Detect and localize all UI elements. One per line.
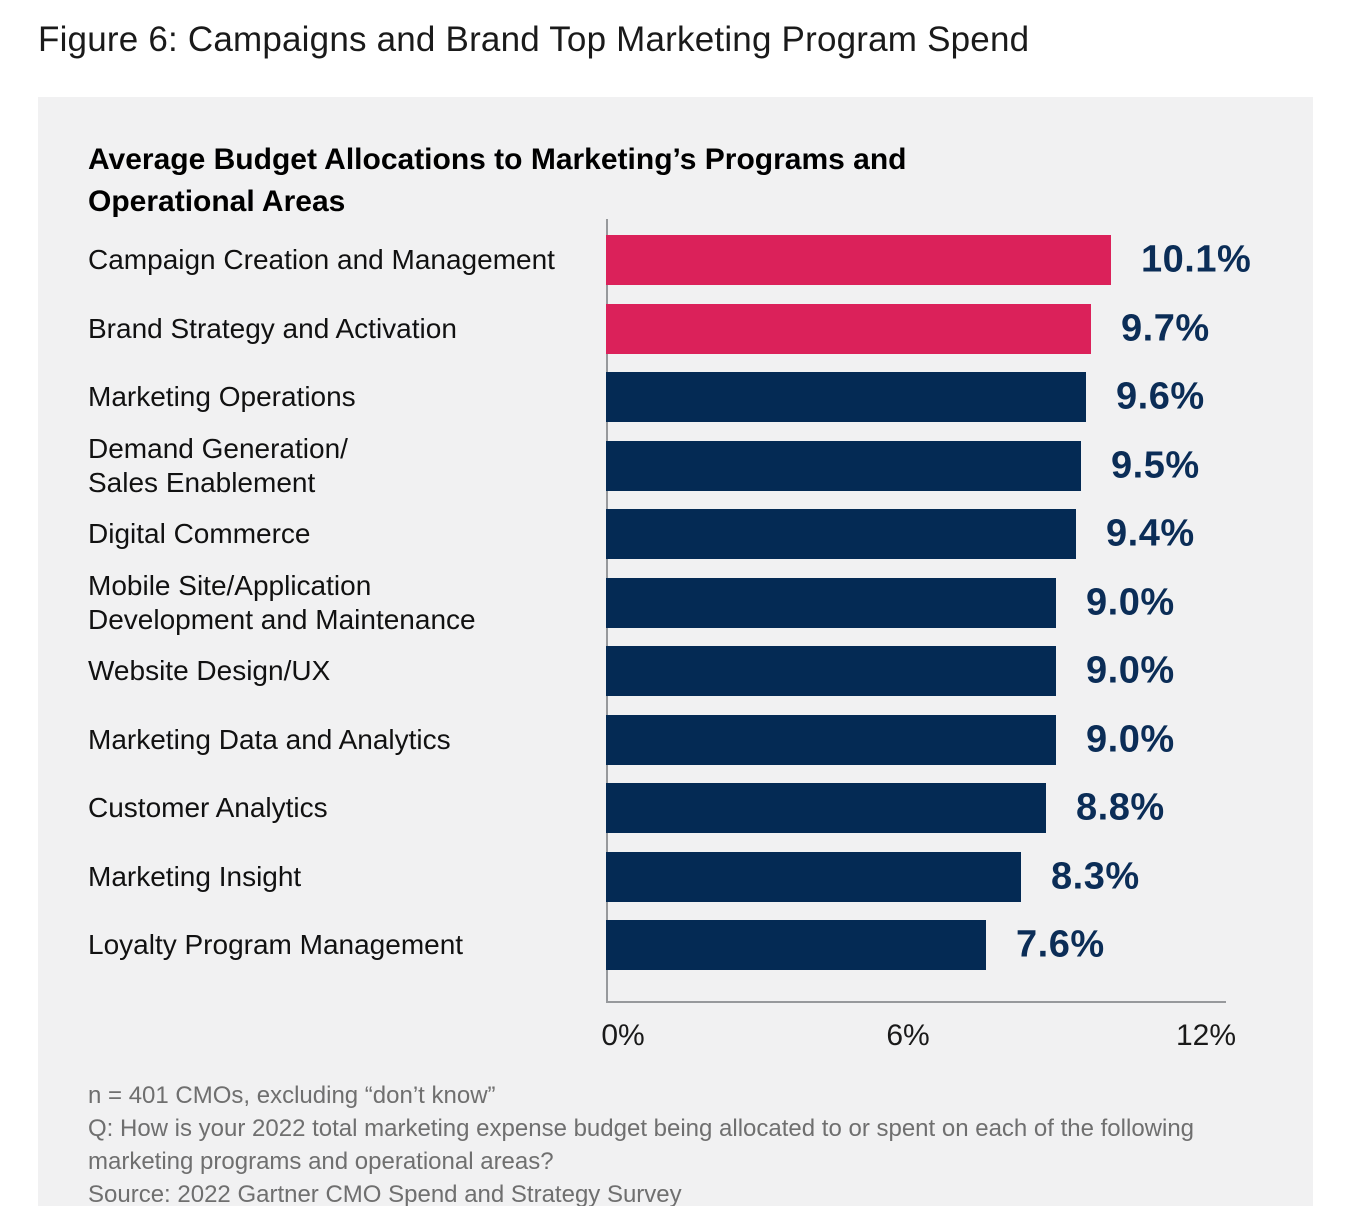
chart-row: Loyalty Program Management 7.6% bbox=[38, 920, 1313, 970]
category-label: Marketing Operations bbox=[88, 381, 356, 412]
chart-row: Marketing Operations 9.6% bbox=[38, 372, 1313, 422]
category-label: Digital Commerce bbox=[88, 518, 311, 549]
chart-row: Brand Strategy and Activation 9.7% bbox=[38, 303, 1313, 354]
chart-row: Marketing Insight 8.3% bbox=[38, 851, 1313, 902]
chart-row: Campaign Creation and Management 10.1% bbox=[38, 235, 1313, 285]
value-label: 9.6% bbox=[1116, 375, 1205, 418]
value-label: 9.0% bbox=[1086, 581, 1175, 623]
bar bbox=[606, 577, 1056, 628]
x-tick-6: 6% bbox=[886, 1019, 930, 1052]
category-label: Loyalty Program Management bbox=[88, 929, 464, 960]
chart-row: Website Design/UX 9.0% bbox=[38, 646, 1313, 696]
x-axis-line bbox=[606, 1001, 1226, 1003]
survey-question: Q: How is your 2022 total marketing expe… bbox=[88, 1115, 1195, 1175]
value-label: 9.0% bbox=[1086, 718, 1175, 760]
source-note: Source: 2022 Gartner CMO Spend and Strat… bbox=[88, 1181, 682, 1206]
bar bbox=[606, 440, 1081, 491]
chart-row: Digital Commerce 9.4% bbox=[38, 509, 1313, 559]
x-tick-0: 0% bbox=[601, 1019, 645, 1052]
bar bbox=[606, 920, 986, 970]
bar bbox=[606, 851, 1021, 902]
chart-panel: Average Budget Allocations to Marketing’… bbox=[38, 97, 1313, 1206]
value-label: 10.1% bbox=[1141, 238, 1252, 281]
category-label: Mobile Site/Application Development and … bbox=[88, 569, 476, 635]
bar bbox=[606, 235, 1111, 285]
category-label: Marketing Data and Analytics bbox=[88, 723, 451, 755]
chart-row: Marketing Data and Analytics 9.0% bbox=[38, 714, 1313, 765]
category-label: Customer Analytics bbox=[88, 792, 328, 823]
figure-title: Figure 6: Campaigns and Brand Top Market… bbox=[38, 20, 1030, 59]
bar bbox=[606, 372, 1086, 422]
chart-row: Demand Generation/ Sales Enablement 9.5% bbox=[38, 433, 1313, 498]
chart-row: Mobile Site/Application Development and … bbox=[38, 570, 1313, 635]
bar bbox=[606, 714, 1056, 765]
x-tick-12: 12% bbox=[1175, 1019, 1237, 1052]
sample-note: n = 401 CMOs, excluding “don’t know” bbox=[88, 1082, 496, 1109]
category-label: Website Design/UX bbox=[88, 655, 331, 686]
value-label: 9.7% bbox=[1121, 307, 1210, 349]
value-label: 9.5% bbox=[1111, 444, 1200, 486]
category-label: Campaign Creation and Management bbox=[88, 244, 555, 275]
category-label: Demand Generation/ Sales Enablement bbox=[88, 432, 348, 498]
value-label: 9.0% bbox=[1086, 649, 1175, 692]
chart-footnotes: n = 401 CMOs, excluding “don’t know” Q: … bbox=[88, 1079, 1208, 1206]
category-label: Brand Strategy and Activation bbox=[88, 312, 457, 344]
value-label: 9.4% bbox=[1106, 512, 1195, 555]
chart-title: Average Budget Allocations to Marketing’… bbox=[88, 143, 907, 218]
bar bbox=[606, 303, 1091, 354]
chart-row: Customer Analytics 8.8% bbox=[38, 783, 1313, 833]
category-label: Marketing Insight bbox=[88, 860, 302, 892]
value-label: 7.6% bbox=[1016, 923, 1105, 966]
bar bbox=[606, 783, 1046, 833]
bar bbox=[606, 509, 1076, 559]
value-label: 8.8% bbox=[1076, 786, 1165, 829]
value-label: 8.3% bbox=[1051, 855, 1140, 897]
bar bbox=[606, 646, 1056, 696]
